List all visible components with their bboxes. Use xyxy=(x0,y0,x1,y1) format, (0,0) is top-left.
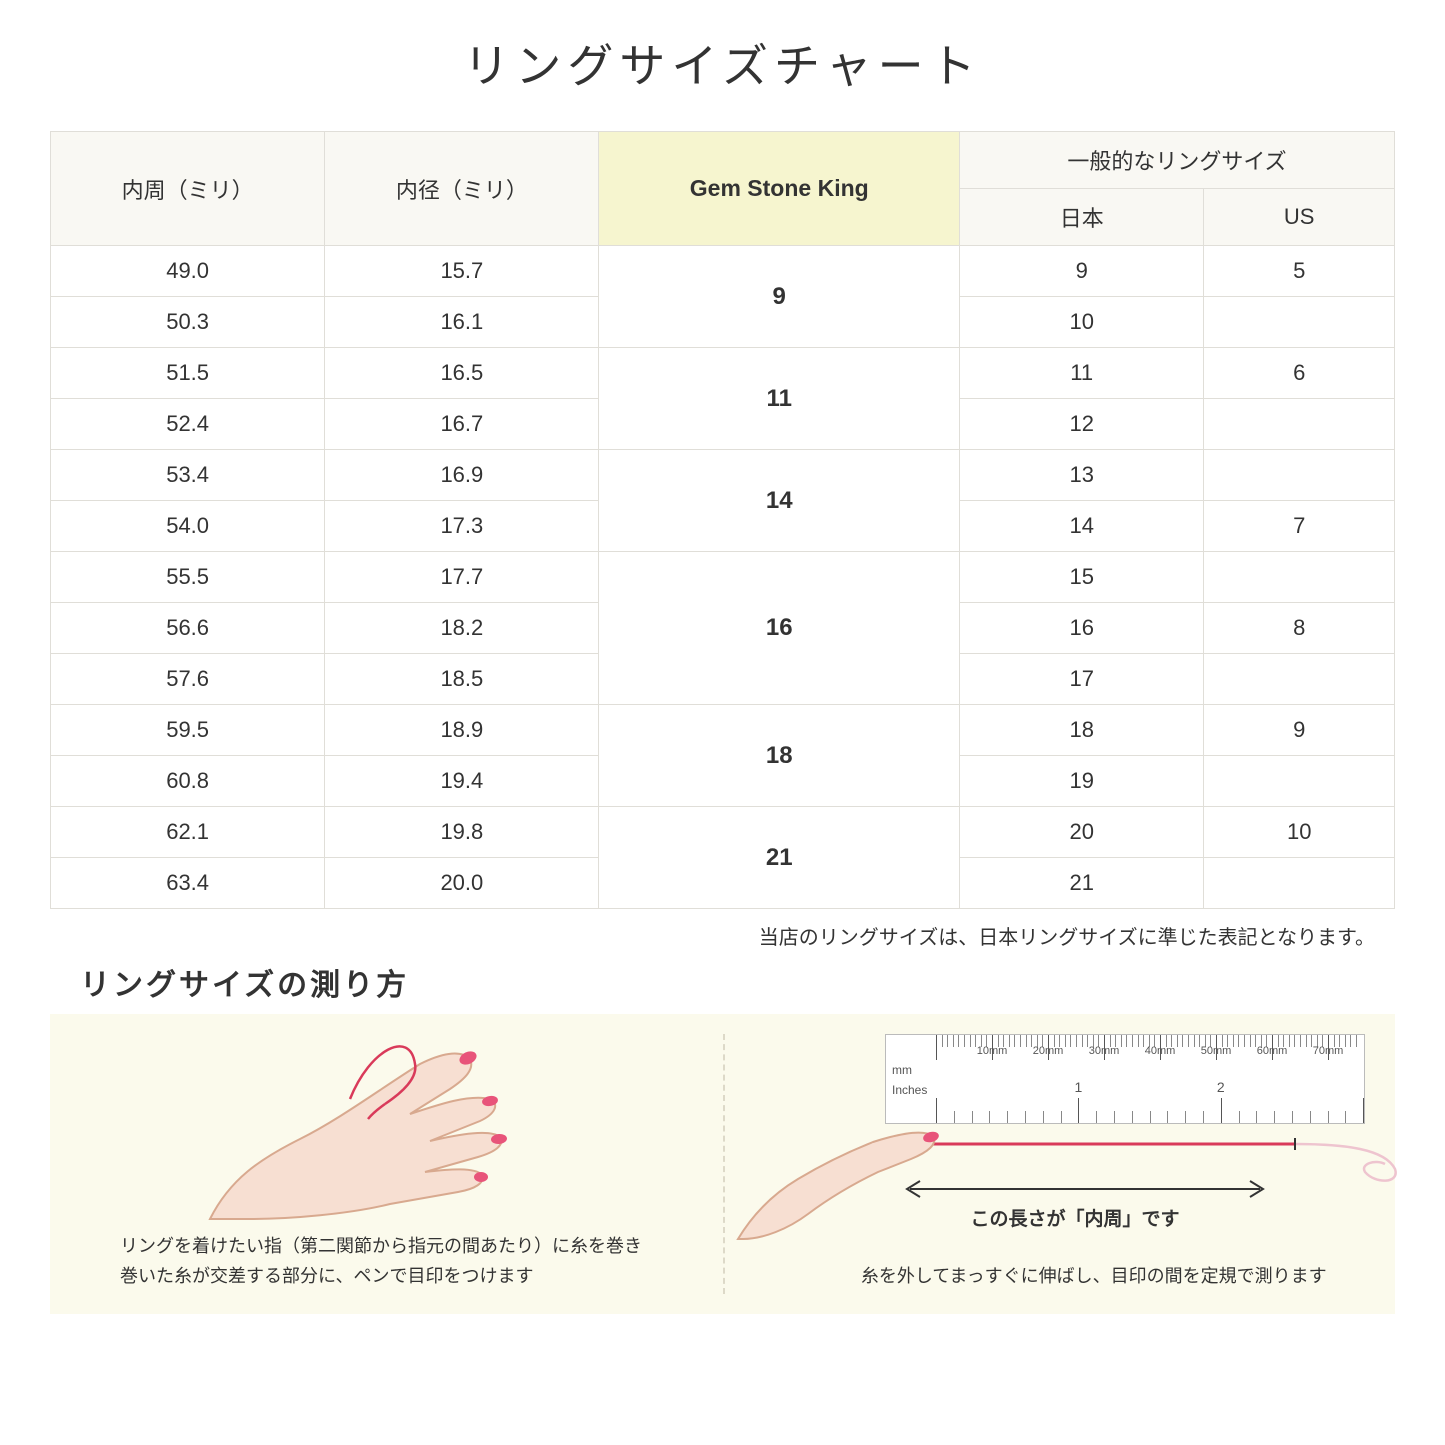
cell-circumference: 52.4 xyxy=(51,399,325,450)
cell-circumference: 57.6 xyxy=(51,654,325,705)
cell-japan: 13 xyxy=(960,450,1204,501)
ruler-mm-unit: mm xyxy=(892,1063,912,1077)
cell-diameter: 19.8 xyxy=(325,807,599,858)
cell-japan: 16 xyxy=(960,603,1204,654)
cell-us xyxy=(1204,399,1395,450)
cell-us xyxy=(1204,552,1395,603)
header-general: 一般的なリングサイズ xyxy=(960,132,1395,189)
cell-diameter: 20.0 xyxy=(325,858,599,909)
howto-right-caption: 糸を外してまっすぐに伸ばし、目印の間を定規で測ります xyxy=(823,1261,1366,1292)
cell-circumference: 55.5 xyxy=(51,552,325,603)
table-row: 53.416.91413 xyxy=(51,450,1395,501)
ruler-mm-label: 60mm xyxy=(1257,1045,1288,1057)
table-row: 59.518.918189 xyxy=(51,705,1395,756)
cell-us: 7 xyxy=(1204,501,1395,552)
ruler-in-label: 2 xyxy=(1217,1079,1225,1095)
cell-us xyxy=(1204,654,1395,705)
ruler-mm-label: 50mm xyxy=(1201,1045,1232,1057)
cell-japan: 17 xyxy=(960,654,1204,705)
hand-wrap-illustration xyxy=(190,1019,610,1229)
cell-us: 10 xyxy=(1204,807,1395,858)
note-text: 当店のリングサイズは、日本リングサイズに準じた表記となります。 xyxy=(50,921,1395,950)
size-chart-table: 内周（ミリ） 内径（ミリ） Gem Stone King 一般的なリングサイズ … xyxy=(50,131,1395,909)
cell-diameter: 16.5 xyxy=(325,348,599,399)
cell-japan: 9 xyxy=(960,246,1204,297)
cell-japan: 10 xyxy=(960,297,1204,348)
cell-diameter: 18.5 xyxy=(325,654,599,705)
table-row: 62.119.8212010 xyxy=(51,807,1395,858)
cell-us: 5 xyxy=(1204,246,1395,297)
ruler-mm-label: 40mm xyxy=(1145,1045,1176,1057)
cell-gsk: 9 xyxy=(599,246,960,348)
table-row: 55.517.71615 xyxy=(51,552,1395,603)
howto-left-caption: リングを着けたい指（第二関節から指元の間あたり）に糸を巻き 巻いた糸が交差する部… xyxy=(120,1231,693,1292)
cell-diameter: 17.3 xyxy=(325,501,599,552)
howto-left-panel: リングを着けたい指（第二関節から指元の間あたり）に糸を巻き 巻いた糸が交差する部… xyxy=(50,1014,723,1314)
cell-circumference: 53.4 xyxy=(51,450,325,501)
cell-circumference: 54.0 xyxy=(51,501,325,552)
ruler-mm-label: 70mm xyxy=(1313,1045,1344,1057)
cell-circumference: 56.6 xyxy=(51,603,325,654)
cell-circumference: 63.4 xyxy=(51,858,325,909)
cell-diameter: 18.9 xyxy=(325,705,599,756)
ruler-illustration: 10mm20mm30mm40mm50mm60mm70mm12 mm Inches xyxy=(885,1034,1365,1124)
cell-circumference: 51.5 xyxy=(51,348,325,399)
cell-gsk: 21 xyxy=(599,807,960,909)
cell-japan: 20 xyxy=(960,807,1204,858)
ruler-in-label: 1 xyxy=(1074,1079,1082,1095)
table-body: 49.015.799550.316.11051.516.51111652.416… xyxy=(51,246,1395,909)
cell-gsk: 11 xyxy=(599,348,960,450)
cell-diameter: 16.1 xyxy=(325,297,599,348)
cell-diameter: 18.2 xyxy=(325,603,599,654)
cell-japan: 19 xyxy=(960,756,1204,807)
arrow-label: この長さが「内周」です xyxy=(905,1204,1245,1231)
page-title: リングサイズチャート xyxy=(50,30,1395,96)
howto-title: リングサイズの測り方 xyxy=(80,960,1395,1004)
cell-japan: 14 xyxy=(960,501,1204,552)
header-diameter: 内径（ミリ） xyxy=(325,132,599,246)
cell-gsk: 16 xyxy=(599,552,960,705)
cell-us xyxy=(1204,297,1395,348)
table-row: 49.015.7995 xyxy=(51,246,1395,297)
cell-japan: 12 xyxy=(960,399,1204,450)
cell-circumference: 49.0 xyxy=(51,246,325,297)
ruler-mm-label: 30mm xyxy=(1089,1045,1120,1057)
cell-diameter: 16.9 xyxy=(325,450,599,501)
cell-diameter: 17.7 xyxy=(325,552,599,603)
measurement-arrow xyxy=(895,1174,1275,1204)
cell-japan: 18 xyxy=(960,705,1204,756)
howto-right-panel: 10mm20mm30mm40mm50mm60mm70mm12 mm Inches… xyxy=(723,1014,1396,1314)
cell-us: 9 xyxy=(1204,705,1395,756)
howto-panel: リングを着けたい指（第二関節から指元の間あたり）に糸を巻き 巻いた糸が交差する部… xyxy=(50,1014,1395,1314)
cell-diameter: 15.7 xyxy=(325,246,599,297)
cell-us xyxy=(1204,858,1395,909)
cell-us: 6 xyxy=(1204,348,1395,399)
cell-diameter: 16.7 xyxy=(325,399,599,450)
header-us: US xyxy=(1204,189,1395,246)
cell-gsk: 18 xyxy=(599,705,960,807)
cell-circumference: 62.1 xyxy=(51,807,325,858)
ruler-mm-label: 20mm xyxy=(1033,1045,1064,1057)
cell-circumference: 59.5 xyxy=(51,705,325,756)
header-gsk: Gem Stone King xyxy=(599,132,960,246)
ruler-mm-label: 10mm xyxy=(977,1045,1008,1057)
cell-circumference: 60.8 xyxy=(51,756,325,807)
cell-circumference: 50.3 xyxy=(51,297,325,348)
cell-japan: 11 xyxy=(960,348,1204,399)
cell-japan: 21 xyxy=(960,858,1204,909)
cell-us: 8 xyxy=(1204,603,1395,654)
cell-us xyxy=(1204,756,1395,807)
cell-diameter: 19.4 xyxy=(325,756,599,807)
table-row: 51.516.511116 xyxy=(51,348,1395,399)
cell-us xyxy=(1204,450,1395,501)
cell-gsk: 14 xyxy=(599,450,960,552)
header-circumference: 内周（ミリ） xyxy=(51,132,325,246)
cell-japan: 15 xyxy=(960,552,1204,603)
header-japan: 日本 xyxy=(960,189,1204,246)
